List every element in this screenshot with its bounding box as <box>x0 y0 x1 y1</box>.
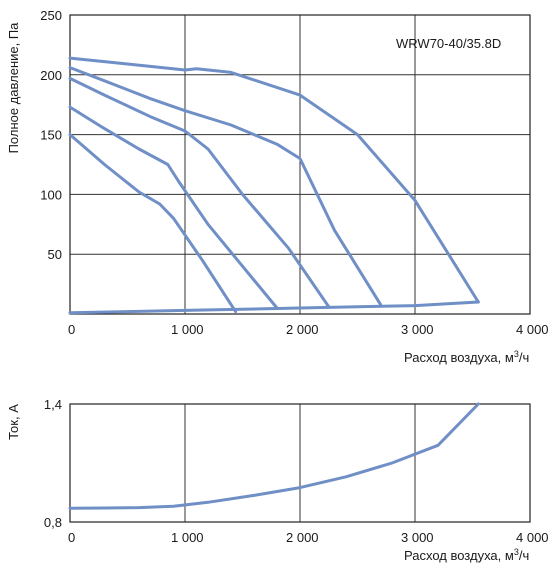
x-tick-label: 4 000 <box>516 530 549 545</box>
y-axis-label: Ток, А <box>6 404 21 440</box>
x-axis-label: Расход воздуха, м3/ч <box>404 547 529 563</box>
x-tick-label: 0 <box>68 530 75 545</box>
x-tick-label: 1 000 <box>171 322 204 337</box>
series-line-1 <box>68 402 480 510</box>
y-tick-label: 0,8 <box>44 515 62 530</box>
x-tick-label: 3 000 <box>401 530 434 545</box>
x-axis-label-text: Расход воздуха, м <box>404 548 514 563</box>
x-tick-label: 2 000 <box>286 322 319 337</box>
y-axis-label: Полное давление, Па <box>6 22 21 154</box>
y-tick-label: 50 <box>48 247 62 262</box>
y-tick-label: 100 <box>40 187 62 202</box>
series-line-6 <box>68 300 480 315</box>
model-annotation: WRW70-40/35.8D <box>396 36 501 51</box>
series-line-2 <box>68 105 279 310</box>
y-tick-label: 1,4 <box>44 397 62 412</box>
x-tick-label: 0 <box>68 322 75 337</box>
current-chart: 0 1 000 2 000 3 000 4 000 0,8 1,4 Ток, А Расход … <box>6 397 549 563</box>
x-axis-label-suffix: /ч <box>519 350 529 365</box>
x-tick-label: 4 000 <box>516 322 549 337</box>
x-tick-label: 3 000 <box>401 322 434 337</box>
x-axis-label-sup: 3 <box>514 547 519 557</box>
x-tick-label: 2 000 <box>286 530 319 545</box>
x-axis-label-sup: 3 <box>514 349 519 359</box>
x-tick-label: 1 000 <box>171 530 204 545</box>
series-line-5 <box>68 56 480 304</box>
series-line-1 <box>68 133 238 314</box>
y-tick-label: 150 <box>40 128 62 143</box>
x-axis-label-text: Расход воздуха, м <box>404 350 514 365</box>
plot-frame <box>69 403 531 523</box>
y-tick-label: 250 <box>40 8 62 23</box>
pressure-chart: 0 1 000 2 000 3 000 4 000 50 100 150 200 250 Полно… <box>6 8 549 365</box>
series-line-3 <box>68 76 331 309</box>
x-axis-label: Расход воздуха, м3/ч <box>404 349 529 365</box>
plot-frame <box>69 14 531 315</box>
series-line-4 <box>68 66 382 306</box>
y-tick-label: 200 <box>40 68 62 83</box>
x-axis-label-suffix: /ч <box>519 548 529 563</box>
